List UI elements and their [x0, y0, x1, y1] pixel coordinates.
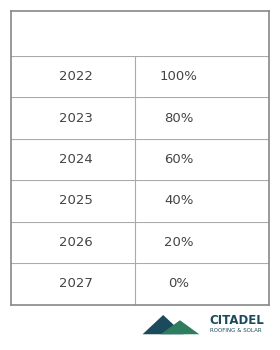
Text: 60%: 60%: [164, 153, 193, 166]
Text: 2026: 2026: [59, 236, 92, 249]
Text: 20%: 20%: [164, 236, 193, 249]
Polygon shape: [143, 315, 184, 334]
Text: 80%: 80%: [164, 112, 193, 125]
Text: 40%: 40%: [164, 195, 193, 208]
Text: 2023: 2023: [59, 112, 92, 125]
Text: 2024: 2024: [59, 153, 92, 166]
Text: 2022: 2022: [59, 70, 92, 83]
Text: 0%: 0%: [168, 277, 189, 290]
Text: 2025: 2025: [59, 195, 92, 208]
Text: CITADEL: CITADEL: [209, 314, 264, 327]
Text: 100%: 100%: [160, 70, 198, 83]
Polygon shape: [161, 320, 199, 334]
Text: ROOFING & SOLAR: ROOFING & SOLAR: [209, 328, 261, 333]
Text: 2027: 2027: [59, 277, 92, 290]
Text: FEDERAL BONUS DEPRECIATION RATE SCHEDULE: FEDERAL BONUS DEPRECIATION RATE SCHEDULE: [0, 27, 280, 40]
